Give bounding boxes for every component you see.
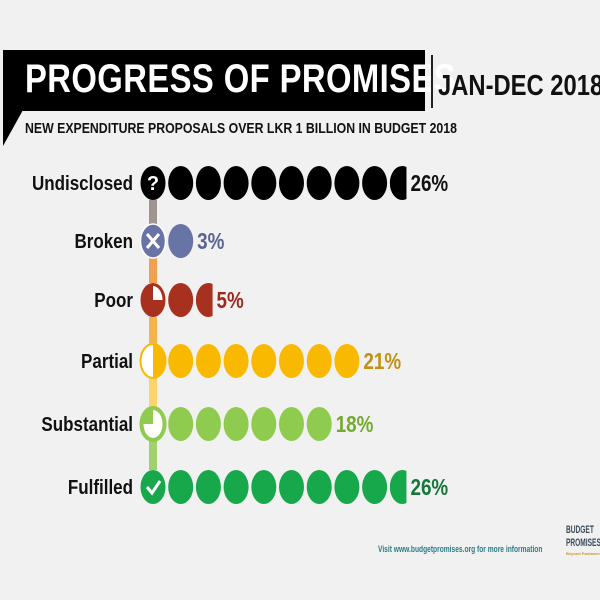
unit-circle (168, 166, 194, 200)
connector-2 (149, 317, 157, 344)
value-label: 21% (363, 349, 401, 374)
unit-circle (168, 224, 194, 258)
unit-circle (251, 344, 277, 378)
unit-circle (223, 166, 249, 200)
partial-unit-circle (389, 166, 407, 200)
logo-line2: PROMISES (566, 537, 600, 549)
unit-circle (223, 470, 249, 504)
value-label: 26% (410, 475, 448, 500)
budget-promises-logo: BUDGET PROMISES Beyond Parliament (566, 524, 600, 556)
logo-line1: BUDGET (566, 524, 594, 536)
unit-circle (306, 344, 332, 378)
unit-circle (195, 344, 221, 378)
half-circle-icon (139, 343, 167, 379)
unit-circle (195, 470, 221, 504)
question-icon: ? (140, 166, 166, 200)
value-label: 5% (217, 288, 245, 313)
unit-circle (306, 407, 332, 441)
unit-circle (334, 344, 360, 378)
value-label: 3% (197, 229, 225, 254)
unit-circle (168, 407, 194, 441)
unit-circle (362, 470, 388, 504)
three-quarter-icon (139, 406, 167, 442)
unit-circle (168, 283, 194, 317)
partial-unit-circle (389, 470, 407, 504)
unit-circle (223, 344, 249, 378)
unit-circle (223, 407, 249, 441)
unit-circle (251, 407, 277, 441)
value-label: 18% (336, 412, 374, 437)
unit-circle (168, 344, 194, 378)
category-label: Substantial (41, 413, 133, 436)
unit-circle (195, 407, 221, 441)
unit-circle (251, 470, 277, 504)
title-banner (3, 50, 425, 111)
logo-tagline: Beyond Parliament (566, 551, 600, 556)
unit-circle (279, 470, 304, 504)
unit-circle (168, 470, 194, 504)
unit-circle (362, 166, 388, 200)
unit-circle (279, 407, 304, 441)
row-undisclosed: Undisclosed? 26% (32, 166, 448, 200)
partial-unit-circle (195, 283, 213, 317)
period-label: JAN-DEC 2018 (438, 70, 600, 102)
category-label: Undisclosed (32, 172, 133, 195)
page-title: PROGRESS OF PROMISES (25, 57, 457, 101)
connector-0 (149, 200, 157, 224)
connector-4 (149, 441, 157, 470)
category-label: Fulfilled (68, 476, 133, 499)
unit-circle (306, 470, 332, 504)
value-label: 26% (410, 171, 448, 196)
unit-circle (334, 166, 360, 200)
unit-circle (195, 166, 221, 200)
connector-3 (149, 378, 157, 407)
unit-circle (306, 166, 332, 200)
category-label: Poor (94, 289, 133, 312)
category-label: Partial (81, 350, 133, 373)
unit-circle (279, 344, 304, 378)
unit-circle (334, 470, 360, 504)
check-icon (140, 470, 166, 504)
row-substantial: Substantial 18% (41, 406, 374, 442)
svg-text:?: ? (147, 173, 159, 195)
category-label: Broken (74, 230, 133, 253)
row-fulfilled: Fulfilled 26% (68, 470, 448, 504)
row-broken: Broken 3% (74, 223, 225, 259)
divider (431, 55, 433, 108)
row-partial: Partial 21% (81, 343, 401, 379)
connector-1 (149, 258, 157, 283)
row-poor: Poor 5% (94, 283, 244, 317)
x-icon (139, 223, 167, 259)
unit-circle (279, 166, 304, 200)
quarter-pie-icon (140, 283, 166, 317)
subtitle: NEW EXPENDITURE PROPOSALS OVER LKR 1 BIL… (25, 120, 457, 137)
banner-tail (3, 110, 23, 146)
unit-circle (251, 166, 277, 200)
footer-text: Visit www.budgetpromises.org for more in… (378, 544, 543, 555)
